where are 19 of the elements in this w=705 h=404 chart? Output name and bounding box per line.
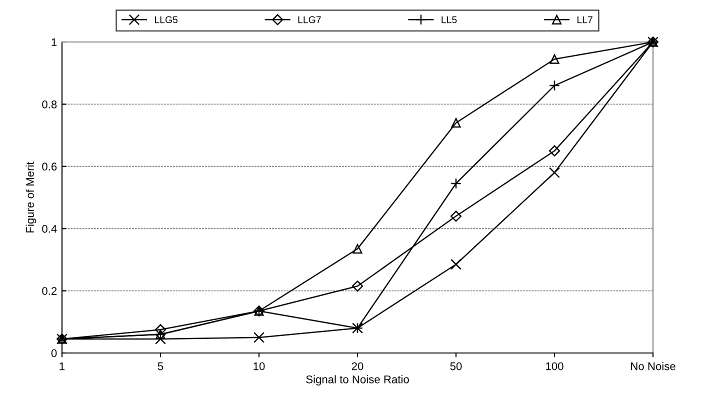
legend-label: LLG7 [298,16,321,24]
x-axis-title: Signal to Noise Ratio [306,375,409,386]
y-axis-title: Figure of Merit [26,162,36,232]
y-tick-label: 1 [52,38,57,46]
x-tick-label: 50 [450,362,462,370]
y-tick-label: 0.8 [42,100,57,108]
y-tick-label: 0.6 [42,162,57,171]
x-tick-label: No Noise [631,362,676,370]
y-tick-label: 0.2 [42,287,57,295]
x-tick-label: 5 [158,362,164,370]
x-tick-label: 1 [60,362,65,370]
y-tick-label: 0.4 [42,224,57,233]
y-tick-label: 0 [51,349,57,358]
x-tick-label: 10 [254,362,265,370]
x-tick-label: 20 [352,362,364,370]
legend-label: LL5 [442,16,457,24]
legend-label: LL7 [577,16,592,24]
legend-label: LLG5 [154,16,178,24]
x-tick-label: 100 [546,362,564,370]
